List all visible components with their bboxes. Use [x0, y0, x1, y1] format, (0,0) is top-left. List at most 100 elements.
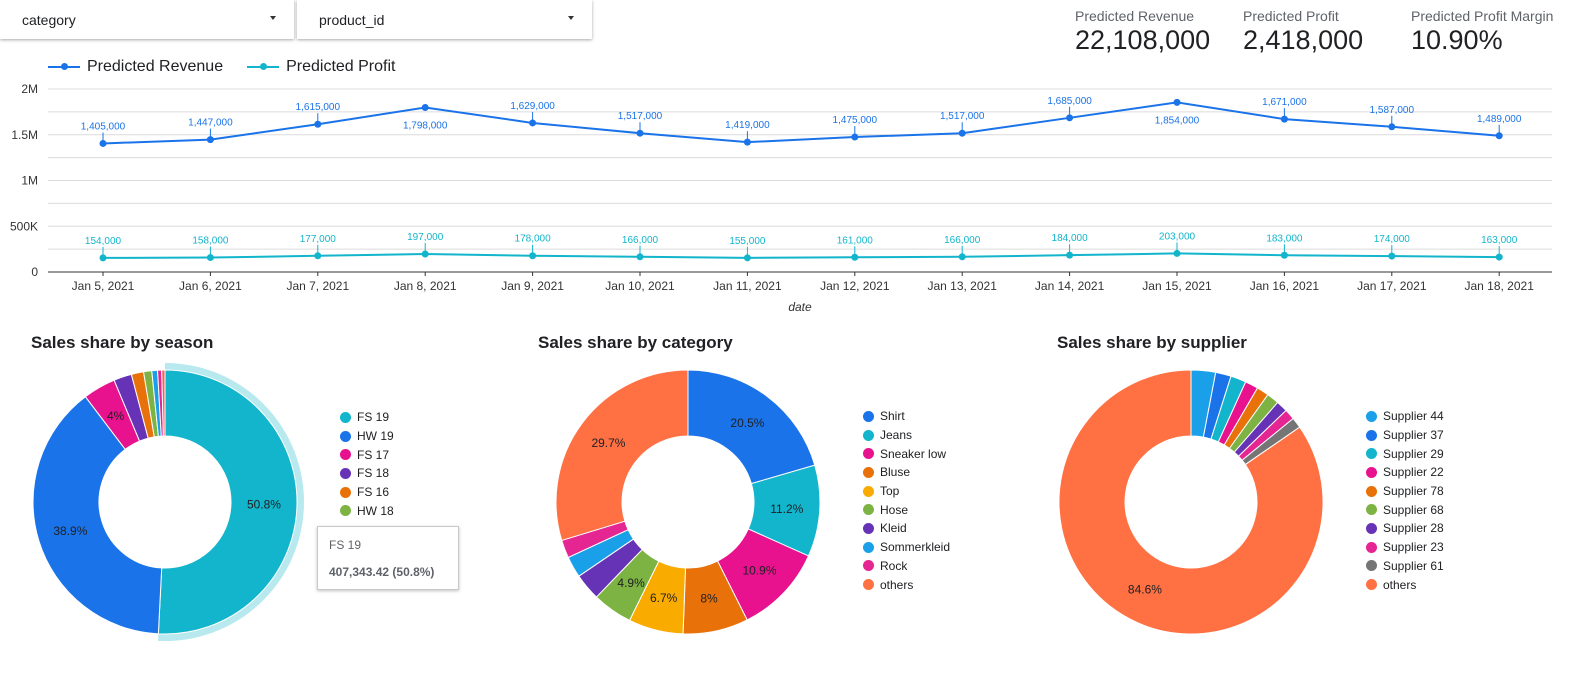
legend-swatch-revenue [48, 63, 80, 70]
legend-item[interactable]: Supplier 44 [1366, 407, 1444, 426]
legend-dot [1366, 560, 1377, 572]
legend-dot [863, 541, 874, 553]
legend-dot [1366, 522, 1377, 534]
legend-label: Supplier 44 [1383, 409, 1444, 424]
legend-item[interactable]: Supplier 78 [1366, 482, 1444, 501]
x-axis-title: date [788, 300, 812, 314]
legend-item[interactable]: FS 17 [340, 445, 394, 464]
profit-point[interactable] [314, 252, 322, 260]
slice-label: 4% [107, 409, 125, 423]
legend-dot [1366, 485, 1377, 497]
pie-slice[interactable] [157, 369, 298, 635]
legend-item[interactable]: Sneaker low [863, 444, 950, 463]
legend-item[interactable]: Supplier 29 [1366, 444, 1444, 463]
supplier-chart-title: Sales share by supplier [1057, 333, 1247, 352]
profit-point[interactable] [1280, 251, 1288, 259]
revenue-point[interactable] [958, 129, 966, 137]
legend-dot [340, 430, 351, 442]
revenue-point[interactable] [851, 133, 859, 141]
line-chart: 0 500K 1M 1.5M 2M Jan 5, 2021 Jan 6, 2021 Jan 7… [10, 82, 1552, 314]
profit-point[interactable] [421, 250, 429, 258]
revenue-point[interactable] [1173, 98, 1181, 106]
revenue-point[interactable] [529, 119, 537, 127]
profit-point[interactable] [851, 253, 859, 261]
revenue-point[interactable] [1388, 123, 1396, 131]
revenue-point[interactable] [1066, 114, 1074, 122]
legend-label: Shirt [880, 409, 905, 424]
legend-dot [340, 505, 351, 517]
profit-point[interactable] [1388, 252, 1396, 260]
revenue-point[interactable] [421, 103, 429, 111]
legend-item[interactable]: Supplier 28 [1366, 519, 1444, 538]
kpi-predicted-revenue: Predicted Revenue 22,108,000 [1075, 8, 1210, 56]
category-filter[interactable]: category [0, 0, 294, 39]
legend-item-revenue[interactable]: Predicted Revenue [48, 58, 223, 76]
profit-point[interactable] [99, 254, 107, 262]
profit-point[interactable] [743, 254, 751, 262]
kpi-label: Predicted Revenue [1075, 8, 1195, 24]
data-label: 1,854,000 [1155, 115, 1200, 126]
category-filter-label: category [22, 12, 76, 28]
legend-item[interactable]: Supplier 23 [1366, 538, 1444, 557]
product-id-filter[interactable]: product_id [297, 0, 592, 39]
legend-label: Supplier 68 [1383, 502, 1444, 517]
legend-dot [1366, 448, 1377, 460]
revenue-point[interactable] [1280, 115, 1288, 123]
legend-item[interactable]: Supplier 22 [1366, 463, 1444, 482]
x-tick-label: Jan 18, 2021 [1464, 279, 1534, 293]
legend-label: Hose [880, 502, 909, 517]
x-tick-label: Jan 13, 2021 [927, 279, 997, 293]
legend-label: FS 17 [357, 447, 390, 462]
revenue-point[interactable] [743, 138, 751, 146]
legend-item-profit[interactable]: Predicted Profit [247, 58, 395, 76]
x-tick-label: Jan 9, 2021 [501, 279, 564, 293]
legend-item[interactable]: FS 18 [340, 464, 394, 483]
pie-slice[interactable] [32, 395, 163, 635]
legend-item[interactable]: Supplier 68 [1366, 500, 1444, 519]
revenue-point[interactable] [206, 136, 214, 144]
legend-item[interactable]: Kleid [863, 519, 950, 538]
slice-label: 84.6% [1128, 583, 1162, 597]
legend-item[interactable]: Supplier 61 [1366, 557, 1444, 576]
revenue-point[interactable] [314, 120, 322, 128]
profit-point[interactable] [206, 254, 214, 262]
pie-slice[interactable] [1058, 369, 1324, 635]
legend-item[interactable]: Top [863, 482, 950, 501]
season-chart-title: Sales share by season [31, 333, 214, 352]
legend-item[interactable]: Shirt [863, 407, 950, 426]
legend-item[interactable]: FS 16 [340, 483, 394, 502]
profit-point[interactable] [636, 253, 644, 261]
legend-item[interactable]: Hose [863, 500, 950, 519]
legend-item[interactable]: others [1366, 575, 1444, 594]
data-label: 1,671,000 [1262, 97, 1307, 108]
data-label: 1,475,000 [833, 115, 878, 126]
legend-item[interactable]: HW 18 [340, 501, 394, 520]
revenue-point[interactable] [636, 129, 644, 137]
revenue-point[interactable] [99, 139, 107, 147]
legend-label: Supplier 78 [1383, 484, 1444, 499]
profit-point[interactable] [1495, 253, 1503, 261]
profit-line [102, 252, 1500, 259]
legend-label: Supplier 23 [1383, 540, 1444, 555]
profit-point[interactable] [529, 252, 537, 260]
legend-item[interactable]: HW 19 [340, 427, 394, 446]
pie-slice[interactable] [555, 369, 689, 542]
legend-item[interactable]: Bluse [863, 463, 950, 482]
legend-item[interactable]: Rock [863, 557, 950, 576]
legend-item[interactable]: others [863, 575, 950, 594]
legend-item[interactable]: FS 19 [340, 408, 394, 427]
profit-point[interactable] [1066, 251, 1074, 259]
legend-item[interactable]: Jeans [863, 426, 950, 445]
legend-label: FS 19 [357, 410, 390, 425]
season-legend: FS 19 HW 19 FS 17 FS 18 FS 16 HW 18 [340, 408, 394, 520]
legend-label: Kleid [880, 521, 907, 536]
legend-item[interactable]: Sommerkleid [863, 538, 950, 557]
kpi-value: 10.90% [1411, 25, 1503, 55]
legend-dot [1366, 541, 1377, 553]
pie-slice[interactable] [161, 369, 166, 437]
profit-point[interactable] [958, 253, 966, 261]
pie-slice[interactable] [687, 369, 816, 485]
profit-point[interactable] [1173, 249, 1181, 257]
legend-item[interactable]: Supplier 37 [1366, 426, 1444, 445]
revenue-point[interactable] [1495, 132, 1503, 140]
